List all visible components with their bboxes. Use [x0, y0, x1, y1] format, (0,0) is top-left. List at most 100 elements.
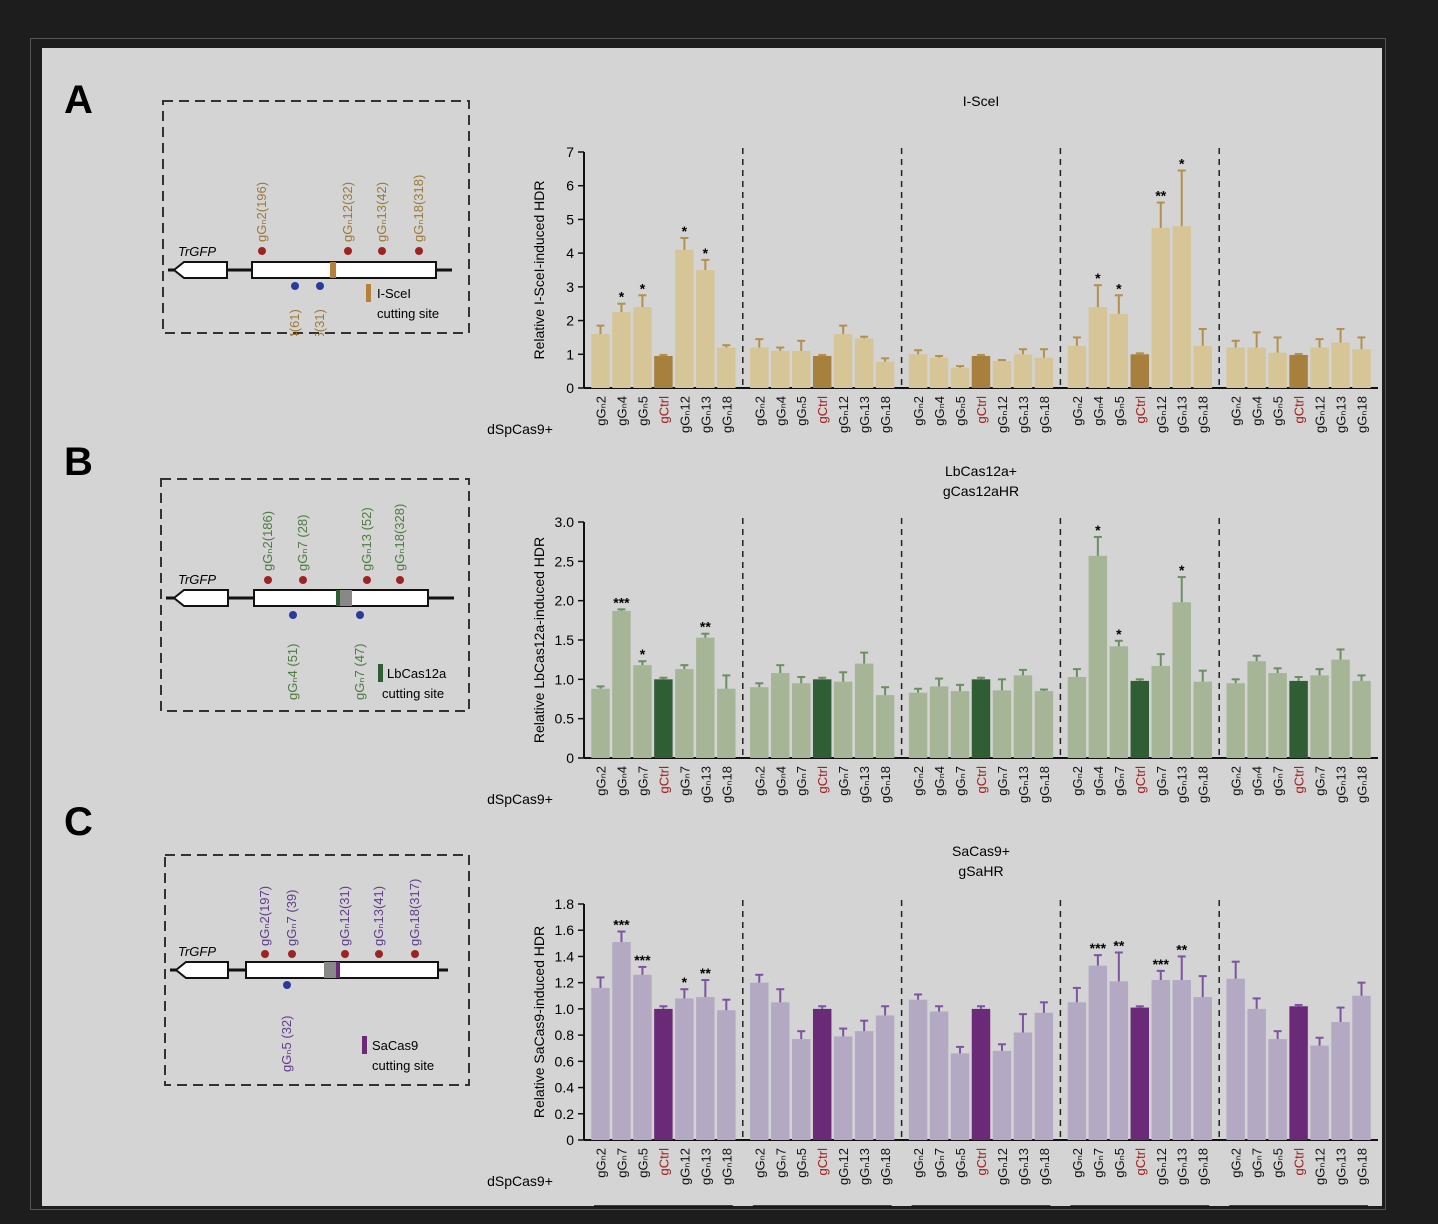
legend-label: cutting site [382, 686, 444, 701]
trgfp-label: TrGFP [178, 944, 216, 959]
bar [992, 361, 1012, 388]
significance-label: * [1095, 522, 1101, 538]
panel-label-c: C [64, 800, 93, 844]
category-label: gGₙ12 [1313, 396, 1328, 433]
chart-lbcas12a: 0 0.5 1.0 1.5 2.0 2.5 3.0 Relative LbCas12a-ind… [487, 463, 1378, 807]
significance-label: *** [613, 594, 630, 610]
legend-swatch [362, 1036, 367, 1054]
site-label-top: gGₙ2(186) [260, 511, 275, 571]
bar [1331, 342, 1350, 388]
panel-label-b: B [64, 440, 93, 484]
category-label: gGₙ2 [1070, 396, 1085, 426]
bar [1109, 981, 1129, 1140]
category-label: gGₙ18 [1196, 396, 1211, 433]
category-label: gGₙ12 [995, 396, 1010, 433]
legend-swatch [366, 284, 371, 302]
category-label: gGₙ18 [1196, 766, 1211, 803]
category-label: gGₙ13 [1016, 1148, 1031, 1185]
bar [1193, 345, 1212, 388]
bar [1013, 1032, 1033, 1140]
category-label: gGₙ7 [635, 766, 650, 796]
category-label: gGₙ12 [677, 396, 692, 433]
y-tick-label: 0.8 [555, 1027, 575, 1043]
category-label: gGₙ2 [1229, 396, 1244, 426]
bar [1268, 352, 1287, 388]
category-label: gGₙ13 [1334, 766, 1349, 803]
significance-label: * [1116, 280, 1122, 296]
category-label: gGₙ18 [878, 396, 893, 433]
bar [675, 669, 694, 758]
bar [812, 679, 832, 758]
bar [1172, 980, 1191, 1140]
site-dot [344, 247, 352, 255]
bar [992, 1050, 1012, 1140]
sacas9-site-region [324, 962, 336, 978]
bar [654, 355, 673, 388]
bar [1226, 978, 1245, 1140]
site-label-top: gGₙ18(328) [392, 504, 407, 571]
y-tick-label: 1.2 [555, 975, 575, 991]
bar [1034, 1012, 1054, 1140]
category-label: gGₙ2 [911, 1148, 926, 1178]
legend-label: cutting site [377, 306, 439, 321]
site-label-top: gGₙ7 (39) [284, 890, 299, 946]
category-label: gGₙ13 [857, 766, 872, 803]
legend-label: I-SceI [377, 286, 411, 301]
category-label: gGₙ7 [836, 766, 851, 796]
category-label: gGₙ4 [614, 766, 629, 796]
legend-swatch [378, 664, 383, 682]
site-label-top: gGₙ18(317) [407, 879, 422, 946]
category-label: gGₙ7 [1112, 766, 1127, 796]
category-label: gGₙ5 [1112, 1148, 1127, 1178]
category-label: gGₙ12 [836, 396, 851, 433]
site-dot [258, 247, 266, 255]
bar [1172, 602, 1191, 758]
bar [875, 361, 895, 388]
category-label: gCtrl [1292, 1148, 1307, 1176]
category-label: gGₙ18 [719, 396, 734, 433]
category-label: gGₙ13 [1175, 766, 1190, 803]
bar [591, 688, 610, 758]
site-dot [291, 282, 299, 290]
significance-label: ** [700, 619, 711, 635]
category-label: gGₙ5 [794, 396, 809, 426]
category-label: gGₙ7 [953, 766, 968, 796]
category-label: gCtrl [815, 396, 830, 424]
trgfp-box [172, 589, 229, 607]
category-label: gGₙ7 [614, 1148, 629, 1178]
category-label: gGₙ12 [1313, 1148, 1328, 1185]
bar [812, 1008, 832, 1140]
site-label-top: gGₙ18(318) [411, 175, 426, 242]
category-label: gCtrl [656, 1148, 671, 1176]
site-label-bottom: gGₙ5(31) [312, 309, 327, 336]
category-label: gGₙ5 [635, 1148, 650, 1178]
lbcas12a-site-region [340, 590, 352, 606]
y-tick-label: 3.0 [555, 514, 575, 530]
category-label: gCtrl [974, 766, 989, 794]
bar [1130, 354, 1150, 388]
chart-sacas9: 0 0.2 0.4 0.6 0.8 1.0 1.2 1.4 1.6 1.8 Relative SaC… [487, 843, 1378, 1207]
y-tick-label: 0 [566, 380, 574, 396]
category-label: gGₙ4 [1091, 766, 1106, 796]
bar [1172, 226, 1191, 388]
bar [633, 665, 652, 758]
bar [1352, 995, 1371, 1140]
significance-label: ** [1113, 938, 1124, 954]
site-dot [411, 950, 419, 958]
bar [750, 687, 769, 758]
category-label: gGₙ2 [593, 766, 608, 796]
category-label: gGₙ12 [995, 1148, 1010, 1185]
site-dot [356, 611, 364, 619]
bar [1193, 681, 1212, 758]
category-label: gCtrl [815, 1148, 830, 1176]
category-label: gGₙ18 [719, 766, 734, 803]
bar [675, 998, 694, 1140]
category-label: gGₙ4 [1250, 396, 1265, 426]
site-label-bottom: gGₙ7 (47) [352, 644, 367, 700]
category-label: gGₙ5 [794, 1148, 809, 1178]
category-label: gGₙ18 [1196, 1148, 1211, 1185]
legend-label: cutting site [372, 1058, 434, 1073]
bar [717, 1010, 736, 1140]
category-label: gGₙ7 [794, 766, 809, 796]
bar [633, 307, 652, 388]
